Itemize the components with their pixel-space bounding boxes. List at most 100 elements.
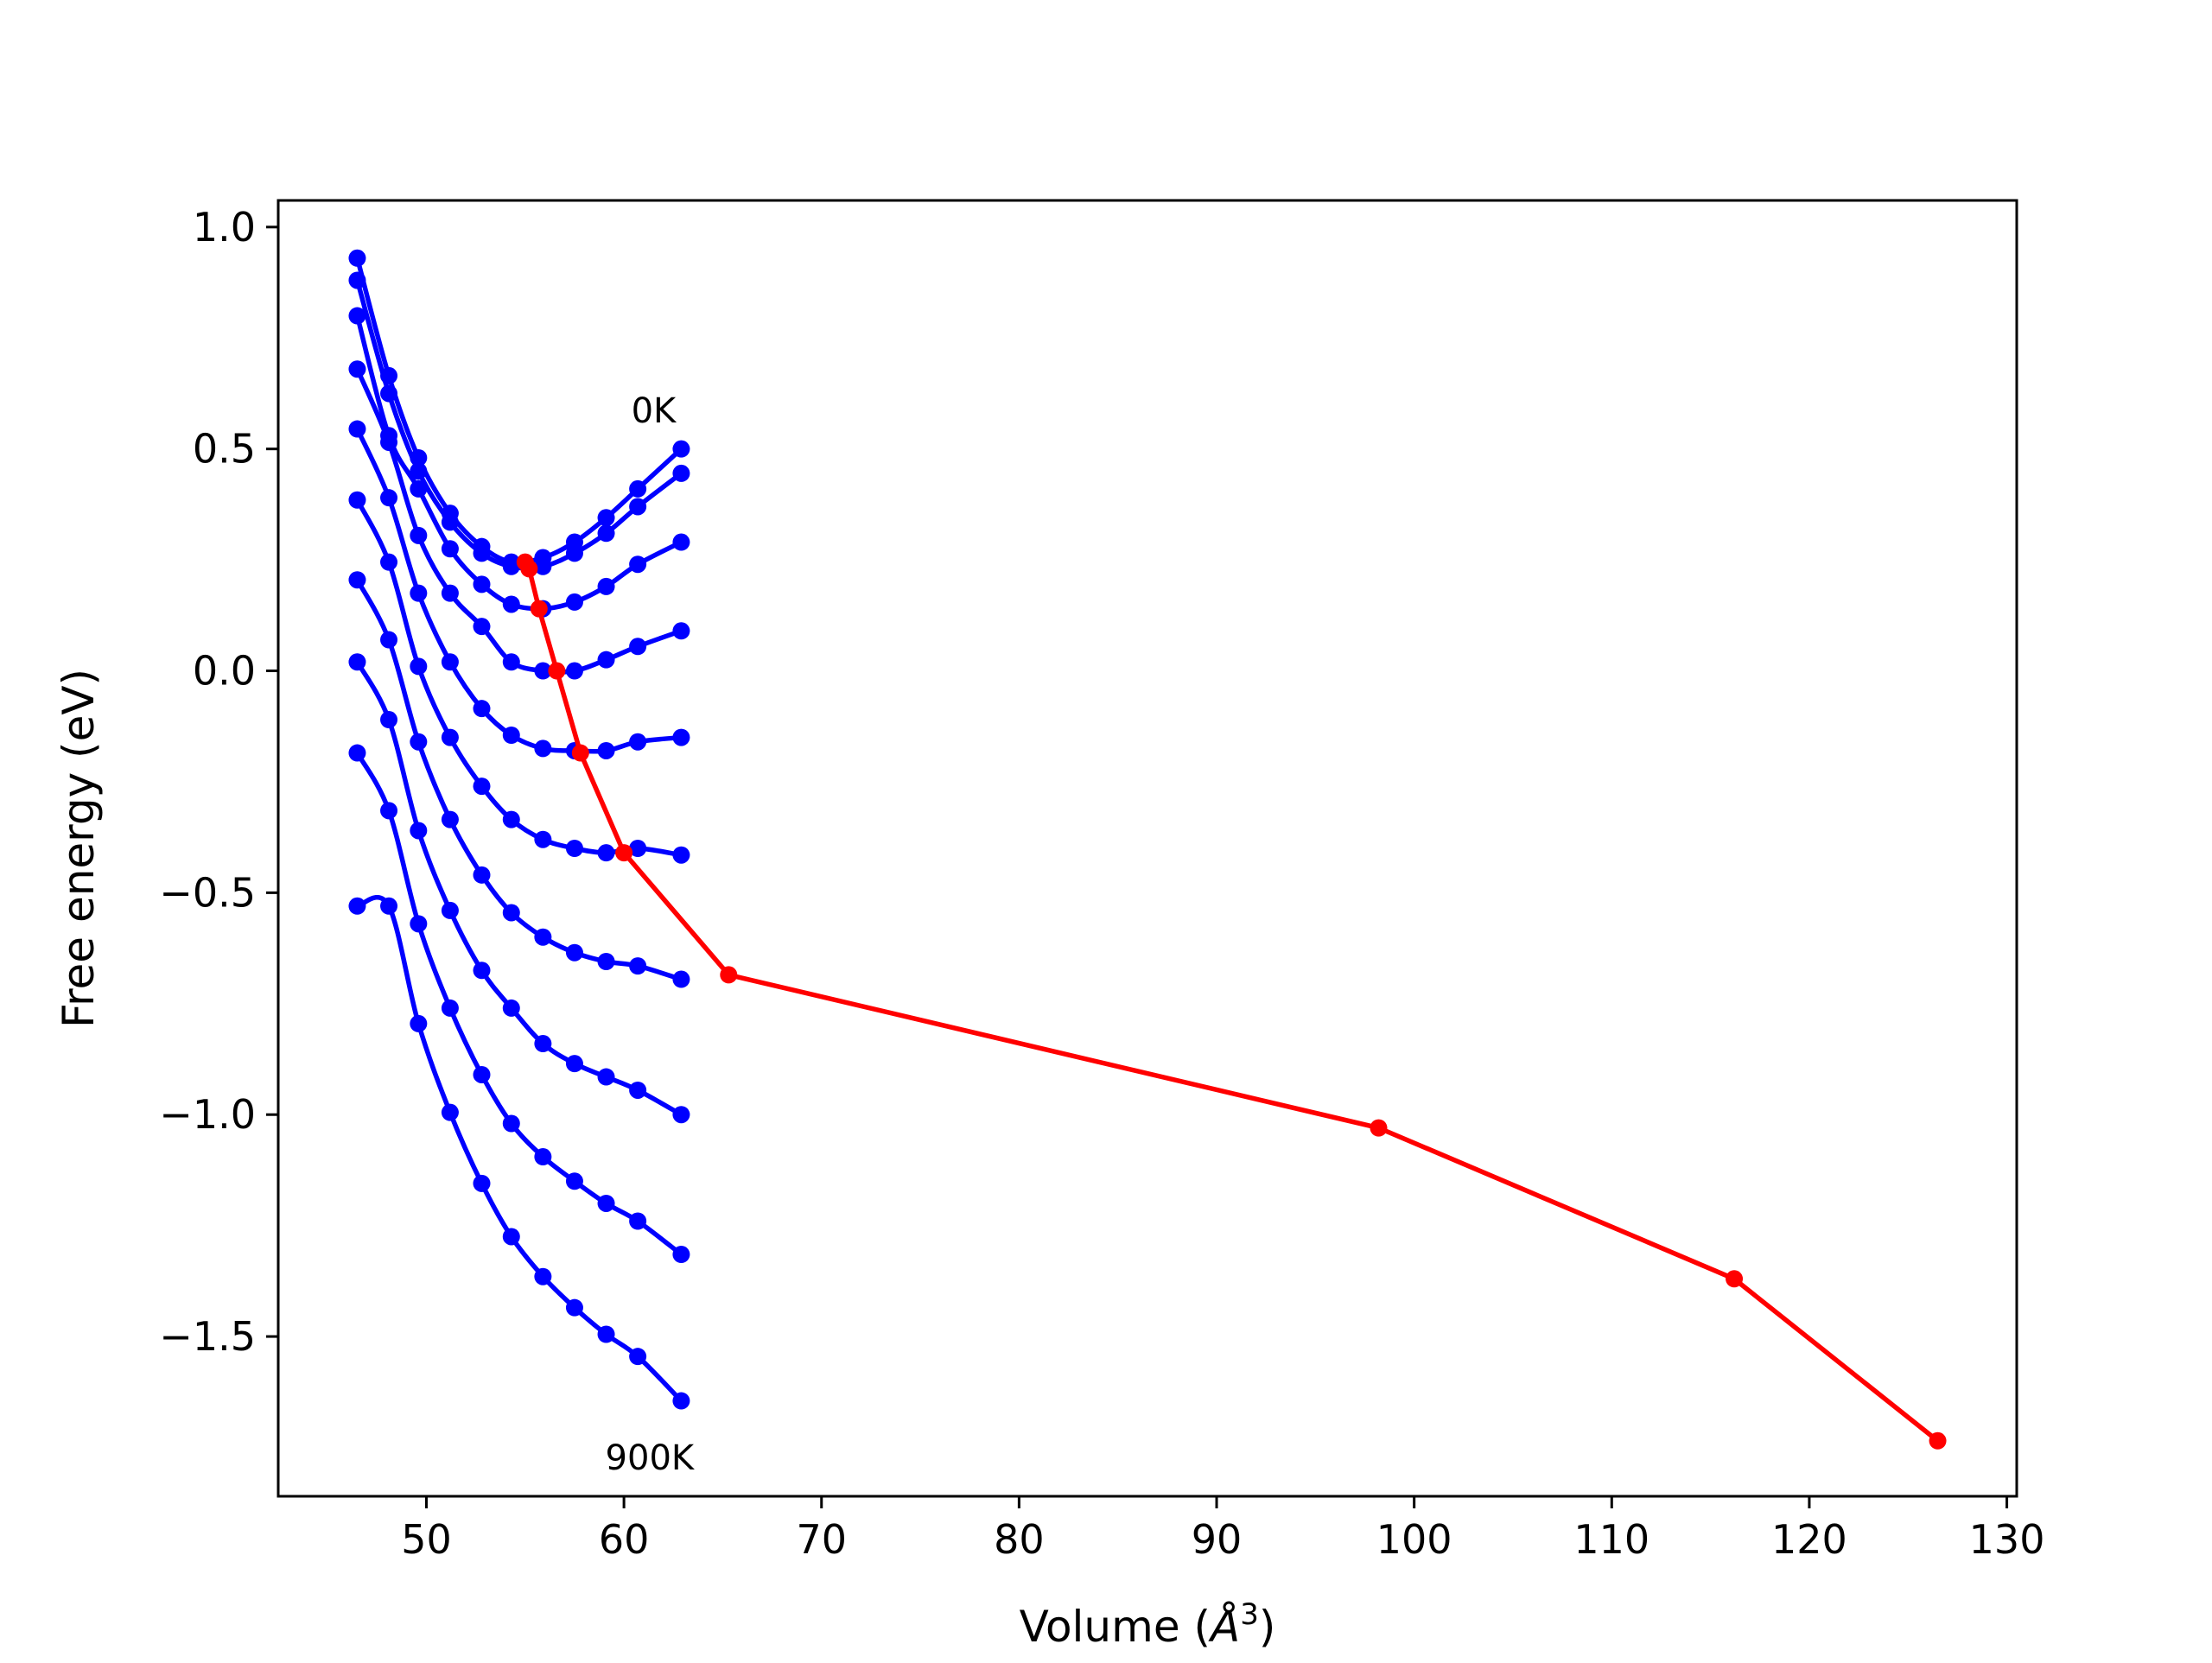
minimum-energy-line — [523, 561, 1940, 1443]
minimum-energy-point — [1929, 1431, 1947, 1450]
isotherm-point — [672, 464, 690, 482]
isotherm-point — [534, 928, 552, 946]
x-tick-label: 110 — [1573, 1516, 1649, 1563]
isotherm-point — [348, 571, 366, 589]
isotherm-point — [534, 739, 552, 758]
isotherm-point — [534, 1267, 552, 1285]
isotherm-point — [502, 1114, 520, 1133]
isotherm-point — [565, 1172, 583, 1190]
isotherm-point — [502, 727, 520, 745]
isotherm-point — [410, 462, 428, 480]
minimum-energy-point — [1726, 1270, 1744, 1288]
isotherm-point — [473, 962, 491, 980]
isotherm-point — [502, 1228, 520, 1246]
isotherm-point — [597, 1068, 615, 1086]
isotherm-point — [441, 728, 459, 746]
x-tick-label: 70 — [796, 1516, 847, 1563]
isotherm-point — [473, 544, 491, 562]
isotherm-point — [597, 741, 615, 759]
isotherm-point — [597, 509, 615, 527]
plot-area-frame — [276, 199, 2018, 1498]
minimum-energy-point — [615, 844, 633, 862]
isotherm-point — [672, 846, 690, 864]
minimum-energy-series — [516, 553, 1947, 1450]
isotherm-point — [473, 700, 491, 718]
isotherm-point — [534, 830, 552, 848]
isotherm-point — [380, 433, 398, 451]
isotherm-point — [348, 420, 366, 438]
y-tick-label: −1.5 — [159, 1313, 256, 1360]
isotherm-point — [629, 957, 647, 975]
isotherm-point — [502, 999, 520, 1017]
y-tick-label: −0.5 — [159, 869, 256, 916]
isotherm-curve-0 — [354, 257, 683, 566]
minimum-energy-point — [530, 600, 548, 618]
isotherm-point — [502, 904, 520, 922]
isotherm-point — [672, 970, 690, 988]
isotherm-point — [441, 513, 459, 531]
isotherm-point — [672, 622, 690, 640]
isotherm-point — [597, 1194, 615, 1212]
isotherm-point — [672, 1392, 690, 1410]
isotherm-point — [348, 744, 366, 762]
x-axis: 50 60 70 80 90 100 110 120 130 — [401, 1496, 2044, 1563]
isotherm-point — [441, 810, 459, 828]
isotherm-point — [441, 901, 459, 919]
isotherm-point — [672, 533, 690, 551]
isotherm-point — [672, 1106, 690, 1124]
isotherm-point — [565, 662, 583, 680]
isotherm-point — [473, 618, 491, 636]
isotherm-point — [348, 307, 366, 325]
isotherm-point — [672, 1246, 690, 1264]
isotherm-point — [534, 662, 552, 680]
isotherm-point — [597, 577, 615, 595]
isotherm-point — [380, 711, 398, 729]
isotherm-point — [441, 653, 459, 671]
isotherm-point — [380, 897, 398, 915]
y-tick-label: 0.0 — [193, 648, 256, 695]
isotherm-point — [410, 657, 428, 676]
minimum-energy-point — [548, 662, 566, 680]
isotherm-point — [565, 1055, 583, 1073]
isotherm-point — [410, 479, 428, 498]
isotherm-point — [502, 557, 520, 575]
isotherm-point — [565, 1298, 583, 1317]
isotherm-point — [597, 651, 615, 669]
isotherm-point — [410, 526, 428, 544]
x-tick-label: 130 — [1969, 1516, 2045, 1563]
isotherm-point — [348, 360, 366, 378]
x-tick-label: 100 — [1376, 1516, 1452, 1563]
isotherm-point — [597, 844, 615, 862]
y-axis: 1.0 0.5 0.0 −0.5 −1.0 −1.5 — [159, 204, 278, 1360]
isotherm-point — [380, 489, 398, 507]
isotherm-point — [597, 952, 615, 970]
isotherm-point — [565, 544, 583, 562]
isotherm-point — [629, 638, 647, 656]
isotherm-point — [410, 915, 428, 933]
isotherm-point — [348, 271, 366, 289]
isotherm-point — [534, 557, 552, 575]
isotherm-point — [473, 866, 491, 884]
isotherm-point — [629, 1081, 647, 1099]
isotherm-point — [473, 1065, 491, 1083]
x-tick-label: 50 — [401, 1516, 452, 1563]
isotherm-point — [441, 999, 459, 1017]
x-tick-label: 60 — [599, 1516, 650, 1563]
isotherm-point — [380, 631, 398, 649]
isotherm-point — [565, 943, 583, 962]
isotherm-point — [441, 1103, 459, 1121]
isotherm-point — [565, 593, 583, 611]
isotherm-point — [597, 524, 615, 543]
isotherm-point — [629, 733, 647, 751]
isotherm-point — [380, 553, 398, 571]
isotherm-point — [502, 653, 520, 671]
isotherm-point — [672, 440, 690, 458]
y-axis-label: Free energy (eV) — [54, 669, 104, 1028]
isotherm-point — [672, 728, 690, 746]
isotherm-series — [348, 249, 690, 1410]
isotherm-point — [629, 555, 647, 574]
isotherm-point — [410, 733, 428, 751]
